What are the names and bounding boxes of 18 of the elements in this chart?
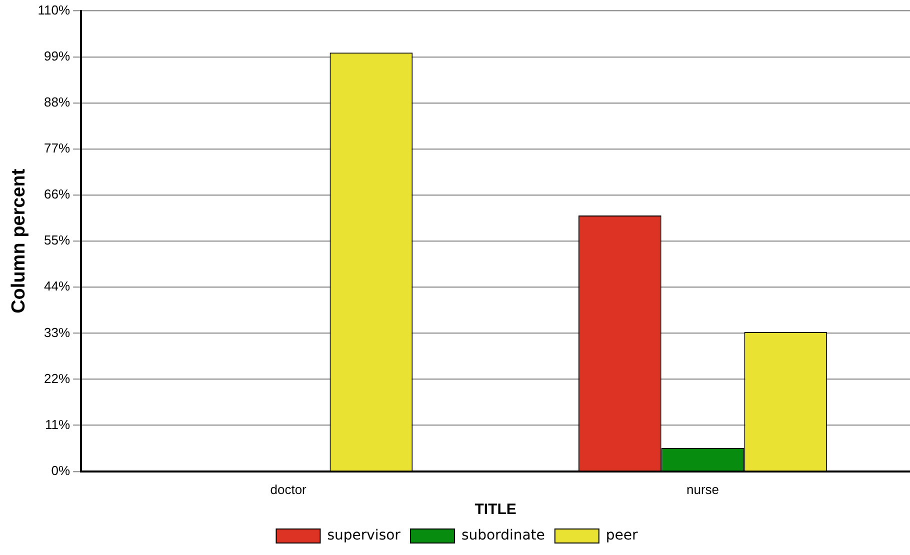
y-tick-label: 33% <box>44 324 71 340</box>
y-axis-title: Column percent <box>8 168 30 314</box>
y-tick-label: 0% <box>51 462 71 478</box>
legend-label: peer <box>606 528 638 544</box>
y-tick-label: 88% <box>44 94 71 110</box>
y-tick-label: 66% <box>44 186 71 202</box>
y-tick-label: 110% <box>38 2 71 18</box>
y-tick-label: 77% <box>44 140 71 156</box>
x-tick-label: doctor <box>270 482 308 497</box>
y-tick-label: 11% <box>45 416 71 432</box>
x-tick-label: nurse <box>686 482 720 497</box>
y-tick-label: 44% <box>44 278 71 294</box>
x-axis-title: TITLE <box>474 501 516 518</box>
y-tick-label: 22% <box>44 370 71 386</box>
y-tick-label: 55% <box>44 232 71 248</box>
legend-label: supervisor <box>327 528 401 544</box>
y-tick-label: 99% <box>44 48 71 64</box>
legend-label: subordinate <box>461 528 545 544</box>
